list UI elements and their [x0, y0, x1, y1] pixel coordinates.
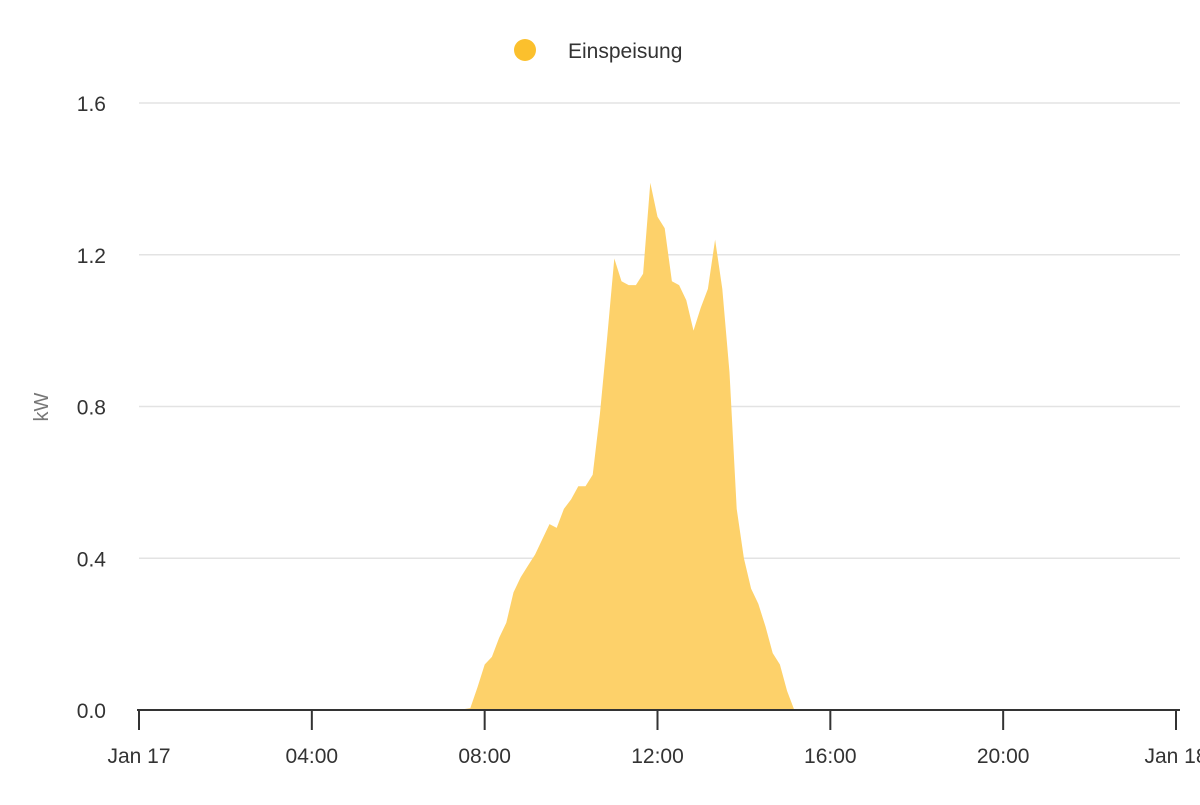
x-tick-label: 20:00	[977, 745, 1030, 768]
x-tick-label: Jan 17	[107, 745, 170, 768]
x-tick-label: 16:00	[804, 745, 857, 768]
y-tick-label: 1.6	[77, 93, 106, 116]
x-tick-label: 12:00	[631, 745, 684, 768]
series-area-einspeisung	[139, 182, 1176, 710]
y-tick-label: 0.0	[77, 700, 106, 723]
x-tick-label: 04:00	[286, 745, 339, 768]
legend-marker-einspeisung	[514, 39, 536, 61]
y-tick-label: 1.2	[77, 245, 106, 268]
y-axis-label: kW	[31, 392, 53, 421]
legend[interactable]: Einspeisung	[514, 39, 682, 63]
x-axis-ticks: Jan 17 04:00 08:00 12:00 16:00 20:00 Jan 18	[107, 710, 1200, 768]
x-tick-label: Jan 18	[1144, 745, 1200, 768]
y-tick-label: 0.4	[77, 548, 107, 571]
y-tick-label: 0.8	[77, 397, 106, 420]
legend-label-einspeisung[interactable]: Einspeisung	[568, 40, 682, 63]
y-axis-ticks: 0.0 0.4 0.8 1.2 1.6	[77, 93, 107, 723]
x-tick-label: 08:00	[458, 745, 511, 768]
